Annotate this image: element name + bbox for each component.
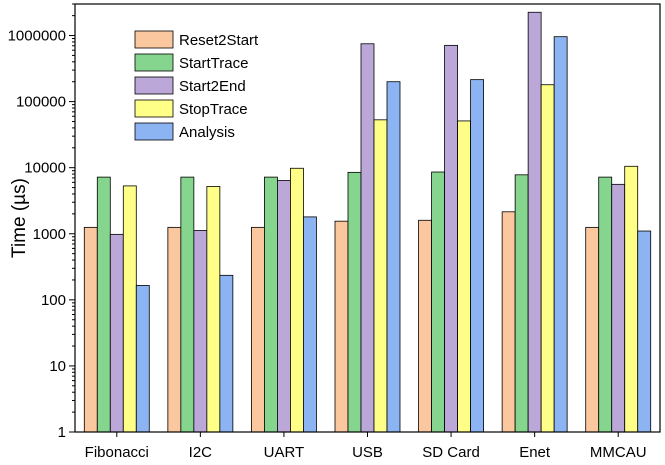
legend-swatch-analysis	[134, 122, 174, 141]
legend-label-analysis: Analysis	[179, 124, 235, 141]
x-tick-label: Fibonacci	[85, 444, 149, 461]
x-tick-label: MMCAU	[590, 444, 647, 461]
bar-analysis-mmcau	[637, 230, 652, 433]
y-tick-label: 10000	[24, 160, 66, 177]
bar-start2end-uart	[277, 180, 291, 433]
bar-starttrace-i2c	[180, 176, 195, 433]
bar-starttrace-fibonacci	[96, 176, 111, 433]
y-tick-label: 10	[49, 358, 66, 375]
bar-analysis-i2c	[219, 274, 234, 433]
bar-stoptrace-mmcau	[624, 165, 639, 433]
bar-reset2start-usb	[334, 220, 349, 433]
x-tick-label: SD Card	[422, 444, 480, 461]
x-tick-label: Enet	[519, 444, 551, 461]
bar-starttrace-usb	[347, 171, 362, 433]
y-axis-title: Time (µs)	[9, 178, 30, 258]
legend-label-reset2start: Reset2Start	[179, 32, 259, 49]
bar-starttrace-uart	[264, 176, 278, 433]
axes: 1 10 100 1000 10000 100000 1000000 Fibonacci I2C…	[8, 3, 661, 461]
legend-swatch-reset2start	[134, 30, 174, 49]
x-tick-label: UART	[264, 444, 305, 461]
bar-analysis-fibonacci	[135, 285, 150, 433]
bar-start2end-usb	[360, 43, 375, 433]
bar-stoptrace-sd-card	[457, 120, 471, 433]
bar-analysis-uart	[303, 216, 317, 433]
bar-analysis-usb	[386, 81, 401, 433]
x-tick-label: USB	[352, 444, 383, 461]
bar-start2end-mmcau	[611, 183, 626, 433]
bar-analysis-enet	[553, 36, 568, 433]
bar-reset2start-fibonacci	[83, 226, 98, 433]
bar-start2end-fibonacci	[109, 233, 124, 433]
bar-start2end-sd-card	[444, 44, 458, 433]
y-tick-label: 1	[58, 424, 66, 441]
bar-starttrace-sd-card	[431, 171, 445, 433]
legend-label-start2end: Start2End	[179, 78, 246, 95]
legend: Reset2Start StartTrace Start2End StopTrace A…	[130, 26, 280, 149]
bar-start2end-i2c	[193, 230, 208, 433]
legend-swatch-starttrace	[134, 53, 174, 72]
legend-swatch-stoptrace	[134, 99, 174, 118]
y-tick-label: 1000000	[8, 28, 66, 45]
bar-stoptrace-enet	[540, 84, 555, 433]
bars	[83, 11, 652, 433]
legend-label-stoptrace: StopTrace	[179, 101, 248, 118]
bar-reset2start-sd-card	[418, 219, 432, 433]
bar-stoptrace-fibonacci	[122, 185, 137, 433]
bar-stoptrace-uart	[290, 167, 304, 433]
bar-reset2start-i2c	[167, 226, 182, 433]
y-tick-label: 100000	[16, 94, 66, 111]
legend-swatch-start2end	[134, 76, 174, 95]
legend-label-starttrace: StartTrace	[179, 55, 248, 72]
bar-starttrace-enet	[514, 174, 529, 433]
bar-reset2start-mmcau	[585, 226, 600, 433]
x-tick-label: I2C	[189, 444, 213, 461]
bar-analysis-sd-card	[470, 79, 484, 433]
bar-stoptrace-usb	[373, 119, 388, 433]
y-tick-label: 100	[41, 292, 66, 309]
bar-reset2start-uart	[251, 226, 265, 433]
bar-start2end-enet	[527, 11, 542, 433]
bar-reset2start-enet	[501, 211, 516, 433]
bar-stoptrace-i2c	[206, 186, 221, 433]
y-tick-label: 1000	[33, 226, 66, 243]
bar-starttrace-mmcau	[598, 176, 613, 433]
